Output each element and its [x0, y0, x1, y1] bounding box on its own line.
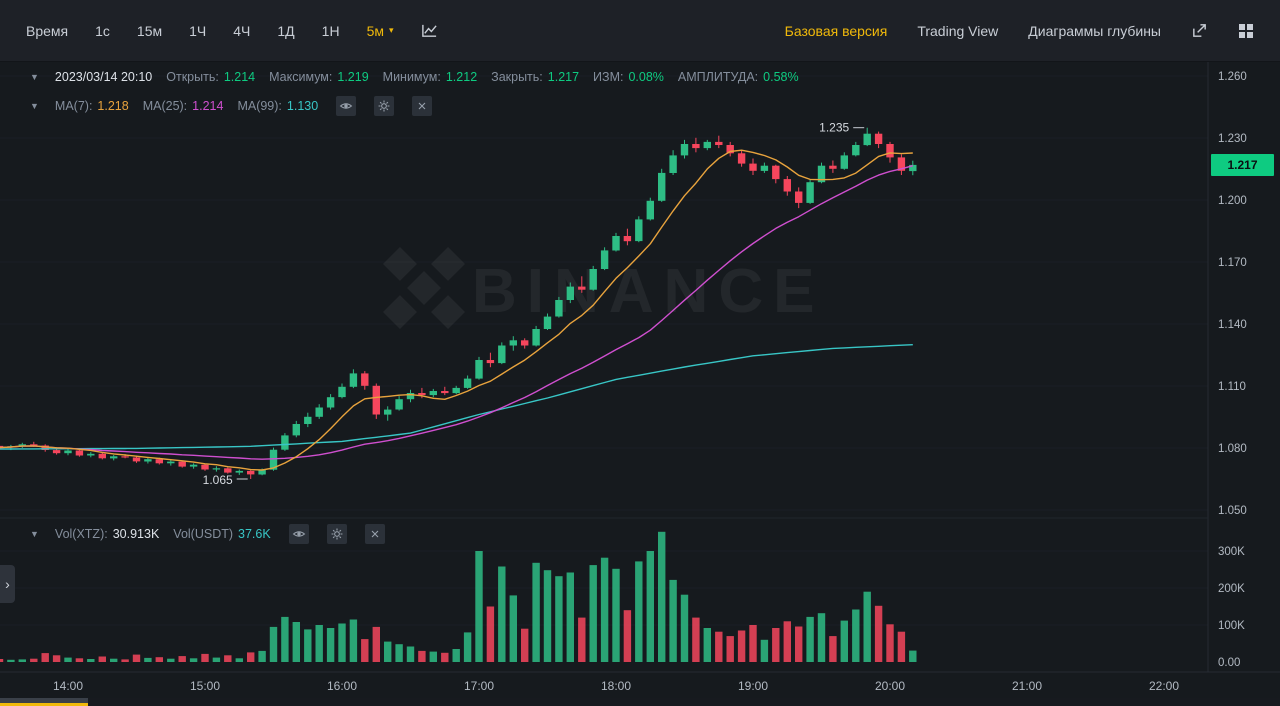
tab-time-view[interactable]: Время: [26, 22, 69, 39]
svg-text:14:00: 14:00: [53, 679, 83, 693]
svg-text:20:00: 20:00: [875, 679, 905, 693]
svg-text:0.00: 0.00: [1218, 657, 1240, 669]
open-label: Открыть:: [166, 70, 219, 84]
candles-group: [0, 127, 917, 479]
indicator-settings-button[interactable]: [326, 524, 347, 544]
ma-indicator-row: ▼ MA(7): 1.218 MA(25): 1.214 MA(99): 1.130: [30, 96, 433, 116]
high-label: Максимум:: [269, 70, 333, 84]
chart-style-icon[interactable]: [421, 22, 438, 39]
close-value: 1.217: [547, 70, 580, 84]
collapse-caret-icon[interactable]: ▼: [30, 529, 39, 539]
svg-text:200K: 200K: [1218, 583, 1245, 595]
interval-button-1Ч[interactable]: 1Ч: [189, 22, 207, 39]
volume-indicator-row: ▼ Vol(XTZ): 30.913K Vol(USDT) 37.6K: [30, 524, 385, 544]
ma99-label: MA(99):: [237, 99, 282, 113]
interval-button-1с[interactable]: 1с: [95, 22, 110, 39]
svg-text:1.230: 1.230: [1218, 133, 1247, 145]
fullscreen-icon[interactable]: [1191, 22, 1208, 39]
ma25-line: [0, 165, 913, 460]
interval-button-1Д[interactable]: 1Д: [277, 22, 295, 39]
svg-text:1.200: 1.200: [1218, 195, 1247, 207]
interval-button-15м[interactable]: 15м: [136, 22, 163, 39]
svg-text:1.050: 1.050: [1218, 505, 1247, 517]
svg-text:18:00: 18:00: [601, 679, 631, 693]
vol-base-value: 30.913K: [112, 527, 160, 541]
svg-text:22:00: 22:00: [1149, 679, 1179, 693]
close-label: Закрыть:: [491, 70, 543, 84]
ohlc-info-row: ▼ 2023/03/14 20:10 Открыть: 1.214 Максиму…: [30, 70, 799, 84]
time-axis[interactable]: 14:00 15:00 16:00 17:00 18:00 19:00 20:00 21:00…: [53, 679, 1179, 693]
low-label: Минимум:: [382, 70, 441, 84]
svg-text:BINANCE: BINANCE: [472, 257, 824, 326]
collapse-caret-icon[interactable]: ▼: [30, 72, 39, 82]
change-label: ИЗМ:: [593, 70, 624, 84]
ma25-value: 1.214: [192, 99, 224, 113]
tab-basic-version[interactable]: Базовая версия: [784, 22, 888, 39]
svg-text:19:00: 19:00: [738, 679, 768, 693]
low-annotation: 1.065: [203, 473, 233, 487]
chart-scrollbar[interactable]: [0, 698, 1280, 706]
tab-depth-charts[interactable]: Диаграммы глубины: [1028, 22, 1161, 39]
chevron-down-icon: ▾: [388, 25, 394, 35]
high-value: 1.219: [337, 70, 369, 84]
svg-text:1.170: 1.170: [1218, 257, 1247, 269]
svg-text:15:00: 15:00: [190, 679, 220, 693]
svg-text:100K: 100K: [1218, 620, 1245, 632]
svg-text:1.260: 1.260: [1218, 71, 1247, 83]
indicator-visibility-button[interactable]: [288, 524, 309, 544]
ma25-label: MA(25):: [142, 99, 188, 113]
amplitude-label: АМПЛИТУДА:: [677, 70, 759, 84]
price-axis[interactable]: 1.260 1.230 1.200 1.170 1.140 1.110 1.080 1.050…: [1218, 71, 1247, 669]
open-value: 1.214: [223, 70, 256, 84]
volume-bars-group: [0, 531, 917, 663]
tab-trading-view[interactable]: Trading View: [917, 22, 999, 39]
candle-datetime: 2023/03/14 20:10: [54, 70, 153, 84]
ma99-line: [0, 344, 913, 450]
change-value: 0.08%: [628, 70, 664, 84]
chart-toolbar: Время 1с 15м 1Ч 4Ч 1Д 1Н 5м ▾ Базовая версия …: [0, 0, 1280, 62]
vol-quote-label: Vol(USDT): [173, 527, 234, 541]
svg-text:1.110: 1.110: [1218, 381, 1246, 393]
indicator-settings-button[interactable]: [374, 96, 395, 116]
ma7-label: MA(7):: [54, 99, 93, 113]
svg-text:300K: 300K: [1218, 546, 1245, 558]
indicator-visibility-button[interactable]: [336, 96, 357, 116]
amplitude-value: 0.58%: [763, 70, 799, 84]
panel-expand-button[interactable]: ›: [0, 565, 15, 603]
interval-button-1Н[interactable]: 1Н: [321, 22, 340, 39]
svg-text:1.140: 1.140: [1218, 319, 1247, 331]
svg-text:21:00: 21:00: [1012, 679, 1042, 693]
grid-view-icon[interactable]: [1238, 23, 1254, 39]
scrollbar-thumb[interactable]: [0, 698, 88, 706]
svg-text:16:00: 16:00: [327, 679, 357, 693]
ma7-line: [0, 149, 913, 471]
vol-base-label: Vol(XTZ):: [54, 527, 108, 541]
indicator-close-button[interactable]: [364, 524, 385, 544]
low-value: 1.212: [445, 70, 478, 84]
svg-text:1.080: 1.080: [1218, 443, 1247, 455]
ma7-value: 1.218: [97, 99, 129, 113]
grid-lines: [0, 75, 1208, 626]
last-price-badge: 1.217: [1211, 154, 1274, 176]
interval-button-4Ч[interactable]: 4Ч: [233, 22, 251, 39]
interval-selected-5m[interactable]: 5м ▾: [367, 23, 394, 39]
svg-text:17:00: 17:00: [464, 679, 494, 693]
high-annotation: 1.235: [819, 121, 849, 135]
interval-selected-label: 5м: [366, 22, 384, 39]
collapse-caret-icon[interactable]: ▼: [30, 101, 39, 111]
vol-quote-value: 37.6K: [238, 527, 271, 541]
ma99-value: 1.130: [286, 99, 319, 113]
indicator-close-button[interactable]: [412, 96, 433, 116]
